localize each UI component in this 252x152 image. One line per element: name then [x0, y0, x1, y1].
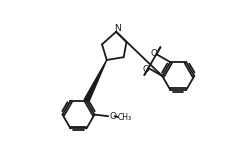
Polygon shape — [84, 60, 106, 102]
Text: N: N — [113, 24, 120, 33]
Text: O: O — [150, 49, 157, 58]
Text: O: O — [142, 65, 149, 74]
Text: CH₃: CH₃ — [118, 113, 132, 122]
Text: O: O — [109, 112, 116, 121]
